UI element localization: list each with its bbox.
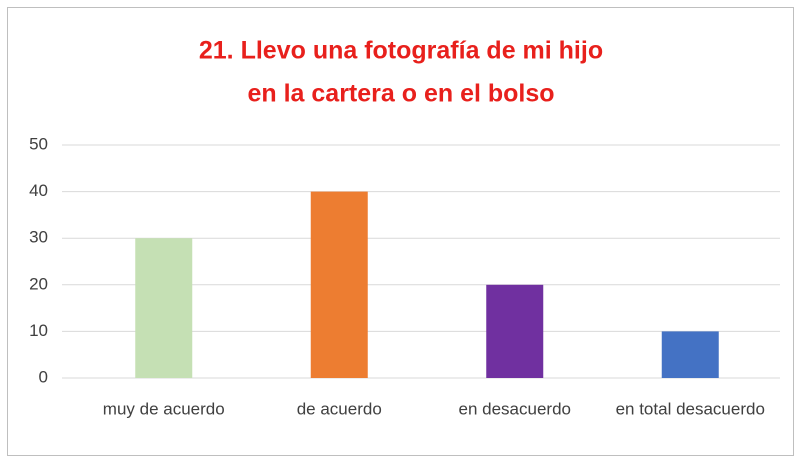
bar [310,191,368,378]
bar [135,238,193,378]
y-tick-label: 10 [29,321,48,340]
y-tick-label: 0 [39,367,48,386]
y-tick-label: 40 [29,181,48,200]
y-tick-label: 20 [29,274,48,293]
y-tick-label: 50 [29,134,48,153]
bar [661,331,719,378]
x-tick-label: muy de acuerdo [103,399,225,418]
chart-frame [7,7,794,456]
x-tick-label: en total desacuerdo [616,399,765,418]
bar [486,284,544,378]
chart-title: en la cartera o en el bolso [247,80,554,108]
x-tick-label: de acuerdo [297,399,382,418]
x-tick-label: en desacuerdo [459,399,571,418]
y-tick-label: 30 [29,228,48,247]
chart-title: 21. Llevo una fotografía de mi hijo [199,37,603,65]
